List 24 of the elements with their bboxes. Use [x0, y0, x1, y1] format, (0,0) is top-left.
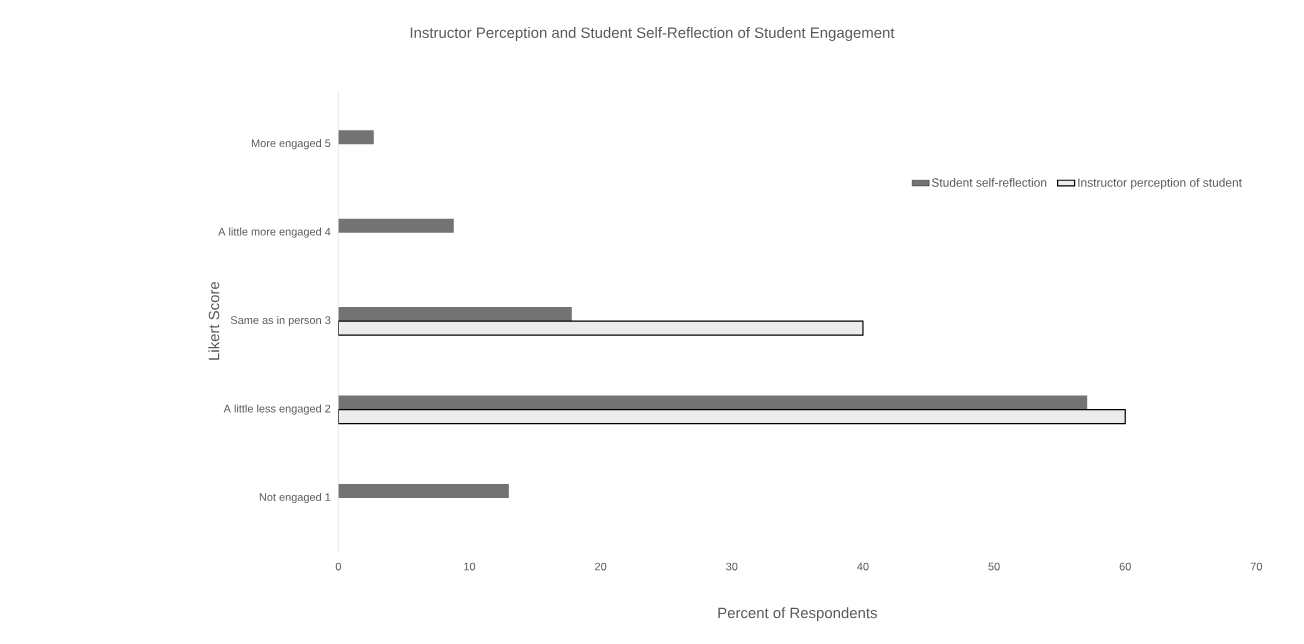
- bar: [338, 408, 1126, 425]
- x-tick-label: 40: [857, 562, 869, 571]
- y-tick-label: Same as in person 3: [230, 316, 331, 327]
- bar: [338, 395, 1088, 410]
- x-tick-label: 0: [335, 562, 341, 571]
- x-tick-label: 70: [1250, 562, 1263, 571]
- bar: [338, 130, 374, 145]
- bar: [338, 218, 454, 233]
- x-tick-label: 30: [726, 562, 738, 571]
- legend-label: Student self-reflection: [931, 178, 1047, 187]
- x-tick-label: 20: [595, 562, 607, 571]
- chart-title: Instructor Perception and Student Self-Reflection of Student Engagement: [410, 27, 895, 41]
- bar: [338, 484, 509, 499]
- x-tick-label: 10: [464, 562, 476, 571]
- y-axis-title: Likert Score: [208, 281, 220, 360]
- y-tick-label: A little more engaged 4: [218, 227, 331, 238]
- x-tick-label: 50: [988, 562, 1000, 571]
- y-tick-label: Not engaged 1: [259, 492, 331, 504]
- y-tick-label: More engaged 5: [251, 139, 331, 150]
- legend-label: Instructor perception of student: [1078, 178, 1242, 190]
- x-tick-label: 60: [1119, 562, 1131, 571]
- x-axis-title: Percent of Respondents: [718, 607, 877, 622]
- bar: [338, 307, 572, 322]
- y-tick-label: A little less engaged 2: [223, 404, 331, 415]
